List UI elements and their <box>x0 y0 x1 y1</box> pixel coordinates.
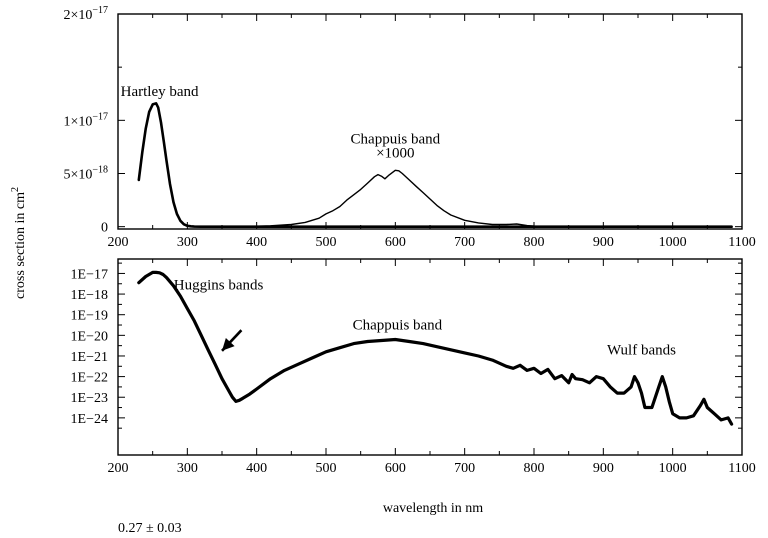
log-scale-panel: 200 300 400 500 600 700 800 900 1000 1100 1E−17 1E−… <box>71 258 756 476</box>
y-tick-label: 1E−21 <box>71 350 108 365</box>
x-tick-label: 300 <box>177 235 198 250</box>
x-tick-label: 300 <box>177 461 198 476</box>
bottom-series-group <box>137 270 734 426</box>
y-tick-label: 2×10−17 <box>63 5 108 23</box>
y-tick-label: 1E−18 <box>71 288 108 303</box>
y-tick-label: 1E−17 <box>71 267 108 282</box>
x-tick-label: 900 <box>593 235 614 250</box>
x-tick-label: 600 <box>385 461 406 476</box>
y-tick-label: 1E−22 <box>71 371 108 386</box>
x-tick-label: 1100 <box>728 461 755 476</box>
series-line-2 <box>242 169 733 228</box>
x-tick-label: 400 <box>246 461 267 476</box>
x-tick-label: 1000 <box>659 461 687 476</box>
x-tick-label: 500 <box>316 461 337 476</box>
x-tick-label: 900 <box>593 461 614 476</box>
x-tick-label: 600 <box>385 235 406 250</box>
hartley-chappuis-linear-panel: 200 300 400 500 600 700 800 900 1000 1100 0 5×10−18… <box>63 5 755 250</box>
x-tick-label: 200 <box>108 235 129 250</box>
y-tick-label: 1E−19 <box>71 309 108 324</box>
x-tick-label: 500 <box>316 235 337 250</box>
series-line-1 <box>137 102 733 228</box>
x-tick-label: 700 <box>454 461 475 476</box>
annotation-label: Chappuis band <box>353 318 443 334</box>
footer-value-text: 0.27 ± 0.03 <box>118 521 182 536</box>
y-tick-label: 0 <box>101 221 108 236</box>
top-axis-ticks: 200 300 400 500 600 700 800 900 1000 1100 0 5×10−18… <box>63 5 755 250</box>
bottom-axis-ticks: 200 300 400 500 600 700 800 900 1000 1100 1E−17 1E−… <box>71 259 756 476</box>
annotation-label: Hartley band <box>121 84 199 100</box>
y-tick-label: 1×10−17 <box>63 111 108 129</box>
series-line-1 <box>137 270 734 426</box>
x-tick-label: 1100 <box>728 235 755 250</box>
top-annotations: Hartley band Chappuis band×1000 <box>121 84 441 162</box>
x-tick-label: 400 <box>246 235 267 250</box>
x-tick-label: 200 <box>108 461 129 476</box>
y-axis-title: cross section in cm2 <box>10 187 28 299</box>
y-tick-label: 5×10−18 <box>63 164 108 182</box>
y-tick-label: 1E−24 <box>71 412 108 427</box>
annotation-label: Wulf bands <box>607 343 676 359</box>
annotation-label: Huggins bands <box>174 278 264 294</box>
x-axis-title: wavelength in nm <box>383 501 483 516</box>
x-tick-label: 800 <box>524 461 545 476</box>
x-tick-label: 1000 <box>659 235 687 250</box>
annotation-label: ×1000 <box>376 146 414 162</box>
x-tick-label: 700 <box>454 235 475 250</box>
top-series-group <box>137 102 733 228</box>
bottom-annotations: Huggins bands Chappuis band Wulf bands <box>174 278 676 359</box>
top-plot-frame <box>117 13 743 230</box>
y-tick-label: 1E−20 <box>71 329 108 344</box>
x-tick-label: 800 <box>524 235 545 250</box>
huggins-arrow-head <box>222 337 235 351</box>
y-tick-label: 1E−23 <box>71 391 108 406</box>
annotation-label: Chappuis band <box>351 132 441 148</box>
